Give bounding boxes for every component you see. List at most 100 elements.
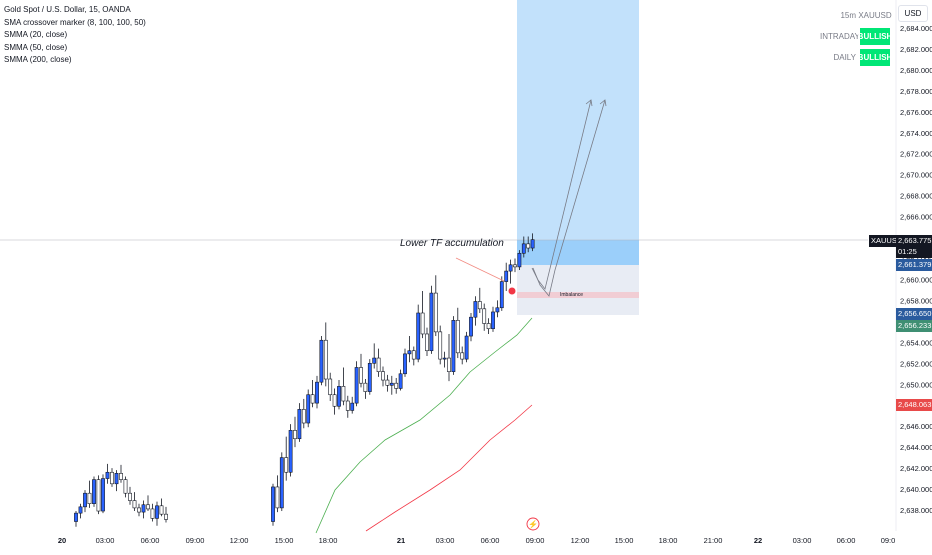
candle[interactable] bbox=[92, 479, 96, 505]
candle[interactable] bbox=[495, 307, 500, 313]
candle[interactable] bbox=[337, 386, 341, 407]
candle[interactable] bbox=[363, 382, 368, 392]
candle[interactable] bbox=[491, 311, 495, 330]
candle[interactable] bbox=[328, 378, 333, 396]
candle[interactable] bbox=[416, 312, 421, 360]
candle[interactable] bbox=[288, 430, 293, 473]
candle[interactable] bbox=[367, 362, 372, 392]
candle[interactable] bbox=[530, 239, 535, 249]
candle[interactable] bbox=[359, 367, 363, 384]
candle[interactable] bbox=[425, 333, 429, 352]
candle[interactable] bbox=[284, 457, 289, 473]
candle[interactable] bbox=[137, 507, 141, 513]
candle[interactable] bbox=[279, 457, 284, 509]
smma-50-line[interactable] bbox=[315, 317, 533, 534]
candle[interactable] bbox=[451, 320, 456, 372]
entry-zone[interactable] bbox=[517, 240, 639, 265]
candle[interactable] bbox=[517, 252, 522, 268]
candle[interactable] bbox=[341, 386, 346, 402]
indicator-smma-50[interactable]: SMMA (50, close) bbox=[4, 42, 68, 52]
candle[interactable] bbox=[150, 508, 155, 519]
candle[interactable] bbox=[508, 264, 513, 272]
candle[interactable] bbox=[293, 430, 297, 440]
candle[interactable] bbox=[101, 478, 105, 512]
target-zone[interactable] bbox=[517, 0, 639, 240]
candle[interactable] bbox=[297, 409, 302, 440]
candle[interactable] bbox=[350, 402, 355, 411]
candle[interactable] bbox=[464, 335, 469, 360]
candle[interactable] bbox=[332, 394, 337, 407]
projection-path[interactable] bbox=[531, 99, 592, 290]
candle[interactable] bbox=[429, 292, 434, 352]
candle[interactable] bbox=[521, 243, 526, 254]
stop-zone[interactable] bbox=[517, 265, 639, 315]
candle[interactable] bbox=[119, 473, 123, 480]
symbol-title[interactable]: Gold Spot / U.S. Dollar, 15, OANDA bbox=[4, 5, 131, 14]
candle[interactable] bbox=[442, 357, 447, 360]
candle[interactable] bbox=[345, 400, 350, 411]
candle[interactable] bbox=[513, 264, 517, 268]
candle[interactable] bbox=[526, 243, 531, 249]
candle[interactable] bbox=[447, 357, 451, 372]
candle[interactable] bbox=[87, 492, 92, 505]
candle[interactable] bbox=[159, 505, 164, 515]
imbalance-label[interactable]: Imbalance bbox=[560, 292, 584, 298]
candle[interactable] bbox=[155, 505, 159, 519]
candle[interactable] bbox=[403, 353, 407, 375]
candle[interactable] bbox=[128, 492, 132, 501]
candle[interactable] bbox=[114, 473, 119, 485]
candle[interactable] bbox=[398, 373, 403, 389]
candle[interactable] bbox=[123, 479, 128, 494]
candle[interactable] bbox=[74, 512, 78, 522]
crossover-marker-icon[interactable] bbox=[508, 287, 516, 295]
candle[interactable] bbox=[407, 350, 412, 355]
candle[interactable] bbox=[164, 513, 168, 520]
imbalance-zone[interactable] bbox=[517, 292, 639, 298]
candle[interactable] bbox=[477, 301, 482, 310]
candle[interactable] bbox=[310, 394, 315, 404]
event-lightning-icon[interactable] bbox=[526, 517, 540, 531]
candle[interactable] bbox=[275, 486, 280, 509]
accumulation-annotation[interactable]: Lower TF accumulation bbox=[400, 238, 504, 249]
candle[interactable] bbox=[372, 357, 377, 364]
candle[interactable] bbox=[323, 339, 328, 380]
candle[interactable] bbox=[381, 371, 385, 381]
candle[interactable] bbox=[271, 486, 275, 522]
candle[interactable] bbox=[482, 308, 487, 324]
candle[interactable] bbox=[385, 379, 390, 386]
candle[interactable] bbox=[376, 357, 381, 372]
candle[interactable] bbox=[420, 312, 425, 335]
candle[interactable] bbox=[469, 316, 473, 337]
indicator-smma-200[interactable]: SMMA (200, close) bbox=[4, 55, 72, 64]
candle[interactable] bbox=[473, 301, 478, 318]
smma-200-line[interactable] bbox=[365, 404, 533, 532]
candle[interactable] bbox=[486, 323, 491, 330]
candle[interactable] bbox=[315, 381, 319, 404]
candle[interactable] bbox=[105, 471, 110, 479]
indicator-smma-20[interactable]: SMMA (20, close) bbox=[4, 30, 68, 39]
candle[interactable] bbox=[110, 471, 114, 485]
candle[interactable] bbox=[78, 506, 83, 514]
candle[interactable] bbox=[504, 270, 509, 282]
candle[interactable] bbox=[455, 320, 460, 354]
candle[interactable] bbox=[146, 504, 150, 510]
currency-button[interactable]: USD bbox=[898, 5, 928, 22]
candle[interactable] bbox=[438, 331, 443, 360]
candle[interactable] bbox=[499, 281, 504, 309]
candle[interactable] bbox=[306, 394, 311, 424]
candle[interactable] bbox=[354, 367, 359, 404]
candle[interactable] bbox=[83, 492, 87, 508]
candle[interactable] bbox=[394, 382, 399, 389]
candle[interactable] bbox=[96, 479, 101, 512]
indicator-sma-crossover[interactable]: SMA crossover marker (8, 100, 100, 50) bbox=[4, 17, 146, 27]
candle[interactable] bbox=[411, 350, 416, 360]
candle[interactable] bbox=[132, 500, 137, 509]
candle[interactable] bbox=[433, 292, 438, 333]
candle[interactable] bbox=[389, 382, 394, 386]
candle[interactable] bbox=[319, 339, 324, 383]
candle[interactable] bbox=[460, 352, 465, 360]
candle[interactable] bbox=[301, 409, 306, 424]
candle[interactable] bbox=[141, 504, 146, 513]
